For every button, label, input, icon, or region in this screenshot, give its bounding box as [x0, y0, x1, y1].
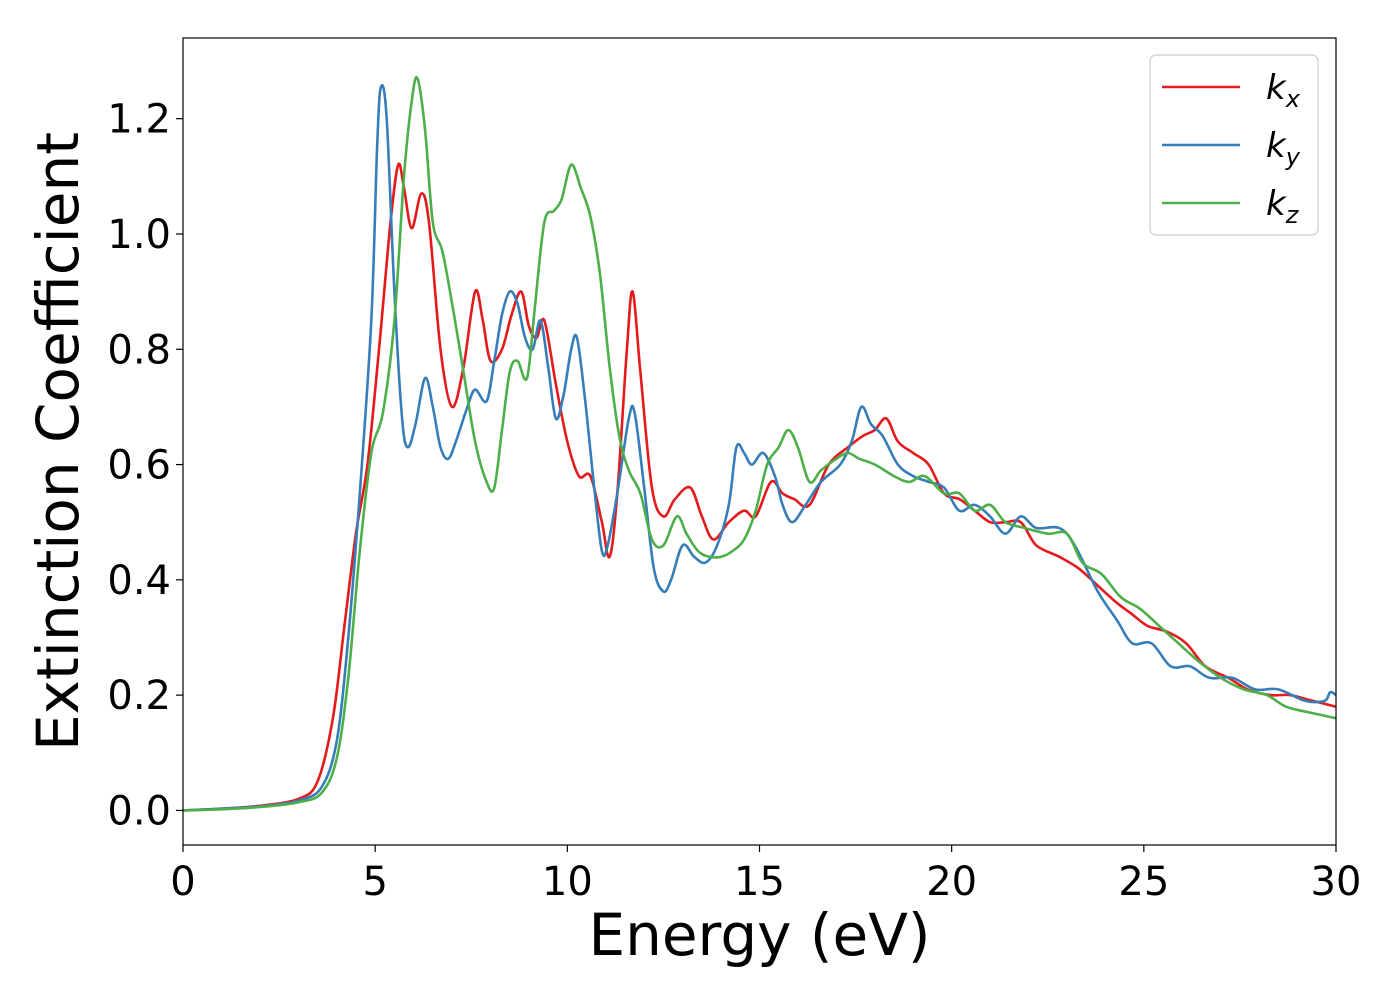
x-tick-label: 15 — [734, 859, 785, 905]
x-tick-label: 20 — [926, 859, 977, 905]
y-tick-label: 1.2 — [107, 97, 171, 143]
series-line-ky — [183, 83, 1336, 812]
axis-ticks: 0 5 10 15 20 25 30 0.0 0.2 0.4 0.6 0.8 1.0 1.2 — [107, 97, 1361, 905]
y-tick-label: 0.8 — [107, 327, 171, 373]
y-tick-label: 0.0 — [107, 788, 171, 834]
series-line-kx — [183, 162, 1336, 812]
x-tick-label: 0 — [170, 859, 195, 905]
x-tick-label: 5 — [362, 859, 387, 905]
x-tick-label: 25 — [1118, 859, 1169, 905]
series-layer — [183, 76, 1336, 812]
series-line-kz — [183, 76, 1336, 812]
y-tick-label: 0.4 — [107, 558, 171, 604]
x-tick-label: 10 — [542, 859, 593, 905]
y-tick-label: 0.2 — [107, 673, 171, 719]
x-tick-label: 30 — [1311, 859, 1362, 905]
y-axis-title: Extinction Coefficient — [24, 132, 92, 751]
y-tick-label: 0.6 — [107, 443, 171, 489]
y-tick-label: 1.0 — [107, 212, 171, 258]
x-axis-title: Energy (eV) — [588, 901, 930, 969]
